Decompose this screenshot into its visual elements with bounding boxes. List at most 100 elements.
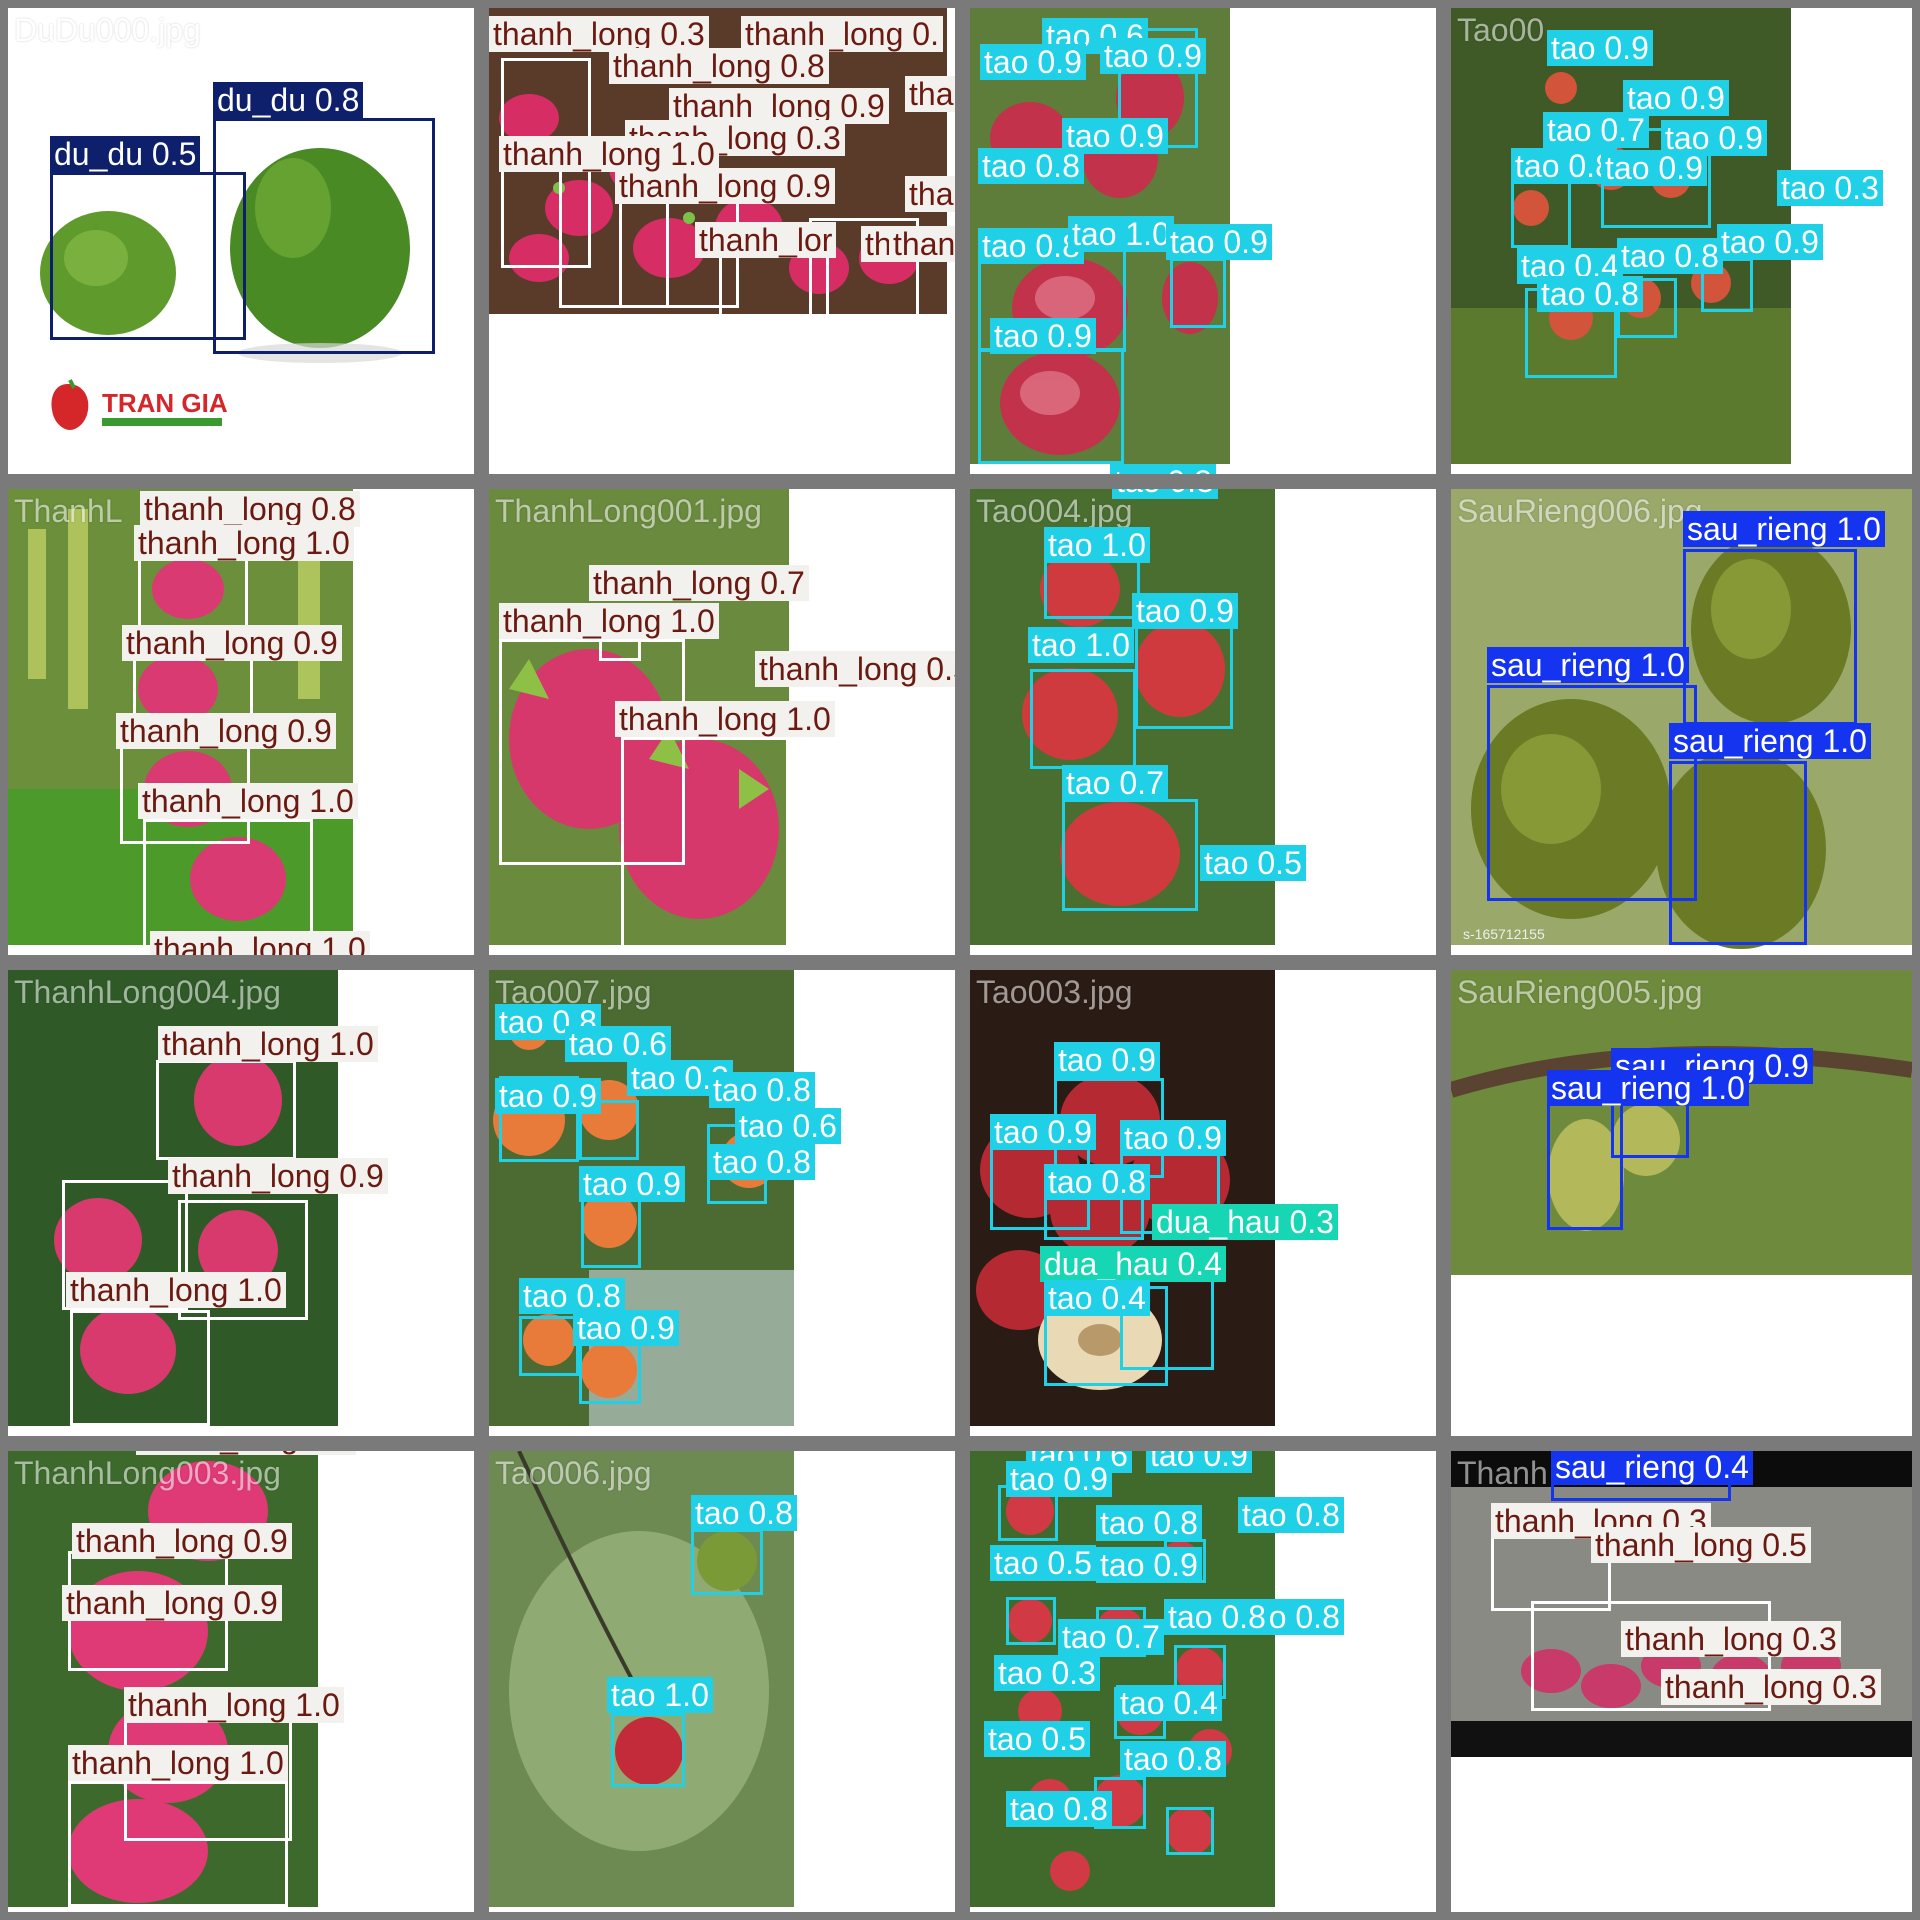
label-thanh_long: thanh_long 0. bbox=[741, 16, 943, 52]
label-tao: tao 0.7 bbox=[1062, 765, 1168, 801]
label-tao: tao 0.8 bbox=[709, 1072, 815, 1108]
label-tao: tao 0.8 bbox=[1096, 1505, 1202, 1541]
tile-tao007: Tao007.jpg tao 0.8 tao 0.6 tao 0.3 tao 0… bbox=[489, 970, 955, 1436]
label-tao: tao 0.9 bbox=[990, 1114, 1096, 1150]
label-thanh_long: thanh_long 1.0 bbox=[124, 1687, 344, 1723]
label-dua_hau: dua_hau 0.3 bbox=[1152, 1204, 1338, 1240]
label-du_du: du_du 0.5 bbox=[50, 136, 201, 172]
bbox-tao bbox=[581, 1198, 641, 1268]
file-name: Tao006.jpg bbox=[495, 1455, 652, 1491]
bbox-tao bbox=[1170, 258, 1226, 328]
label-tao: tao 0.9 bbox=[1146, 1451, 1252, 1473]
bbox-thanh_long bbox=[599, 639, 641, 661]
label-thanh_long: thanh_lor bbox=[695, 222, 837, 258]
tile-dragonfruit-field: ThanhL thanh_long 0.8 thanh_long 1.0 tha… bbox=[8, 489, 474, 955]
papaya-photo bbox=[40, 148, 410, 363]
bbox-sau_rieng bbox=[1669, 761, 1807, 945]
label-sau_rieng: sau_rieng 1.0 bbox=[1547, 1070, 1749, 1106]
label-thanh_long: thanh_long 1.0 bbox=[150, 931, 370, 955]
bbox-thanh_long bbox=[68, 1781, 288, 1907]
logo-text: TRAN GIA bbox=[102, 388, 228, 418]
bbox-tao bbox=[611, 1713, 685, 1787]
label-thanh_long: thanh_long 1.0 bbox=[615, 701, 835, 737]
file-name: ThanhLong004.jpg bbox=[14, 974, 281, 1010]
label-tao: tao 0.5 bbox=[984, 1721, 1090, 1757]
label-tao: tao 0.9 bbox=[990, 318, 1096, 354]
tile-thanhlong004: ThanhLong004.jpg thanh_long 1.0 thanh_lo… bbox=[8, 970, 474, 1436]
file-name: Tao00 bbox=[1457, 12, 1545, 48]
label-tao: tao 0.9 bbox=[1096, 1547, 1202, 1583]
label-tao: tao 0.9 bbox=[1166, 224, 1272, 260]
bbox-tao bbox=[579, 1100, 639, 1160]
label-tao: tao 0.5 bbox=[990, 1545, 1096, 1581]
label-tao: tao 0.5 bbox=[1200, 845, 1306, 881]
label-tao: tao 0.9 bbox=[1601, 150, 1707, 186]
label-tao: tao 0.9 bbox=[1547, 30, 1653, 66]
label-thanh_long: thanh_long 0.5 bbox=[1591, 1527, 1811, 1563]
label-tao: tao 0.8 bbox=[1112, 489, 1218, 499]
label-tao: tao 1.0 bbox=[1068, 216, 1174, 252]
tile-tao006: Tao006.jpg tao 0.8 tao 1.0 bbox=[489, 1451, 955, 1912]
bbox-thanh_long bbox=[143, 819, 313, 949]
label-tao: tao 1.0 bbox=[1044, 527, 1150, 563]
label-thanh_long: thanh_long 0.9 bbox=[116, 713, 336, 749]
label-tao: tao 0.9 bbox=[1054, 1042, 1160, 1078]
label-thanh_long: than bbox=[889, 226, 955, 262]
durian-tree-photo bbox=[1451, 970, 1912, 1275]
label-tao: tao 0.4 bbox=[1044, 1280, 1150, 1316]
label-sau_rieng: sau_rieng 0.4 bbox=[1551, 1451, 1753, 1485]
tran-gia-logo: TRAN GIA bbox=[46, 376, 236, 441]
label-tao: tao 0.9 bbox=[495, 1078, 601, 1114]
label-tao: tao 0.9 bbox=[1100, 38, 1206, 74]
bbox-tao bbox=[579, 1340, 641, 1404]
label-tao: tao 0.4 bbox=[1116, 1685, 1222, 1721]
label-thanh_long: thanh_long 1.0 bbox=[499, 136, 719, 172]
label-tao: tao 0.9 bbox=[579, 1166, 685, 1202]
label-thanh_long: thanh_long 1.0 bbox=[66, 1272, 286, 1308]
file-name: DuDu000.jpg bbox=[14, 12, 201, 48]
bbox-du_du bbox=[213, 118, 435, 354]
file-name: Thanh bbox=[1457, 1455, 1548, 1491]
durian-cluster-photo: s-165712155 bbox=[1451, 489, 1912, 949]
file-name: ThanhLong001.jpg bbox=[495, 493, 762, 529]
label-sau_rieng: sau_rieng 1.0 bbox=[1669, 723, 1871, 759]
bbox-thanh_long bbox=[156, 1060, 296, 1160]
bbox-tao bbox=[1135, 619, 1233, 729]
tile-apple-tree-many: tao 0.6 tao 0.9 tao 0.9 tao 0.8 tao 0.8 … bbox=[970, 1451, 1436, 1912]
file-name: Tao004.jpg bbox=[976, 493, 1133, 529]
label-thanh_long: thanh_long 0.9 bbox=[615, 168, 835, 204]
label-thanh_long: thanh_long 1.0 bbox=[138, 783, 358, 819]
bbox-thanh_long bbox=[499, 639, 685, 865]
label-tao: tao 0.8 bbox=[1617, 238, 1723, 274]
label-tao: tao 0.8 bbox=[691, 1495, 797, 1531]
label-tao: tao 0.9 bbox=[980, 44, 1086, 80]
label-tao: tao 0.9 bbox=[1006, 1461, 1112, 1497]
label-tao: tao 0.8 bbox=[1164, 1599, 1270, 1635]
watermark-text: s-165712155 bbox=[1463, 926, 1545, 942]
label-tao: tao 0.3 bbox=[1777, 170, 1883, 206]
label-tao: tao 0.8 bbox=[1120, 1741, 1226, 1777]
label-tao: tao 0.8 bbox=[1511, 148, 1617, 184]
file-name: SauRieng006.jpg bbox=[1457, 493, 1703, 529]
apple-orchard-photo bbox=[1451, 8, 1791, 464]
label-tao: tao 0.8 bbox=[1537, 276, 1643, 312]
label-thanh_long: thanh_long 0.7 bbox=[589, 565, 809, 601]
label-tao: tao 0.9 bbox=[1623, 80, 1729, 116]
label-tao: tao 1.0 bbox=[1028, 627, 1134, 663]
label-tao: tao 0.6 bbox=[735, 1108, 841, 1144]
label-tao: tao 0.8 bbox=[1006, 1791, 1112, 1827]
tile-dudu000: DuDu000.jpg TRAN GIA du_du 0.8 du_du 0.5 bbox=[8, 8, 474, 474]
tile-tao004: Tao004.jpg tao 0.8 tao 1.0 tao 0.9 tao 1… bbox=[970, 489, 1436, 955]
bbox-du_du bbox=[50, 172, 246, 340]
label-tao: tao 0.6 bbox=[565, 1026, 671, 1062]
bbox-sau_rieng bbox=[1487, 685, 1697, 901]
label-thanh_long: thanh_long 0.8 bbox=[609, 48, 829, 84]
apple-logo-icon: TRAN GIA bbox=[51, 379, 228, 430]
label-tao: tao 0.8 bbox=[709, 1144, 815, 1180]
tile-saurieng006: s-165712155 SauRieng006.jpg sau_rieng 1.… bbox=[1451, 489, 1912, 955]
file-name: ThanhLong003.jpg bbox=[14, 1455, 281, 1491]
label-sau_rieng: sau_rieng 1.0 bbox=[1487, 647, 1689, 683]
label-tao: tao 0.8 bbox=[1044, 1164, 1150, 1200]
bbox-thanh_long bbox=[70, 1310, 210, 1426]
